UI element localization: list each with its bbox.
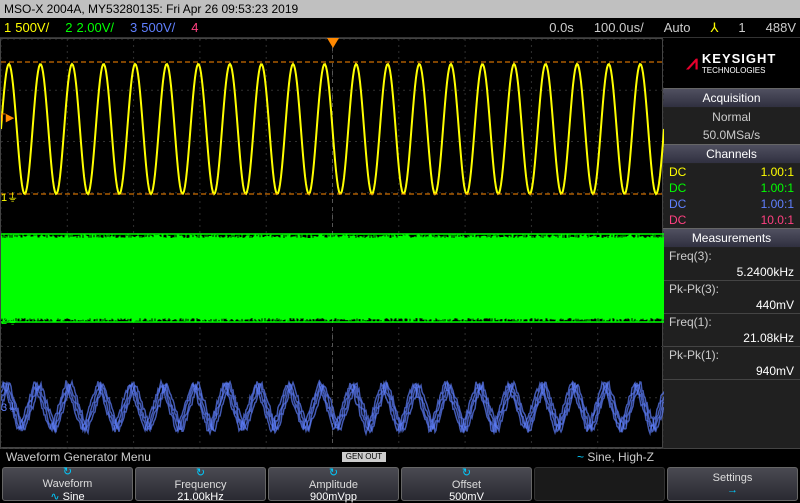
svg-text:T▶: T▶ [1, 112, 15, 124]
svg-text:3⏚: 3⏚ [1, 401, 18, 414]
gen-out-badge: GEN OUT [342, 452, 386, 462]
ch3-num: 3 [130, 20, 137, 35]
ch2-scale: 2.00V/ [76, 20, 114, 35]
svg-text:2⏚: 2⏚ [1, 314, 18, 327]
measurement-row: Pk-Pk(1):940mV [663, 347, 800, 379]
run-mode: Auto [664, 20, 691, 35]
svg-text:1⏚: 1⏚ [1, 191, 18, 204]
trigger-position-marker [327, 38, 339, 48]
channels-header: Channels [663, 144, 800, 164]
channel-row: DC10.0:1 [663, 212, 800, 228]
measurements-header: Measurements [663, 228, 800, 248]
wavegen-mode: Sine, High-Z [587, 450, 654, 464]
waveform-svg: 1⏚ T▶ 2⏚ 3⏚ [1, 39, 664, 449]
time-scale: 100.0us/ [594, 20, 644, 35]
channel-row: DC1.00:1 [663, 180, 800, 196]
ch2-num: 2 [65, 20, 72, 35]
trigger-ch: 1 [738, 20, 745, 35]
device-info-bar: MSO-X 2004A, MY53280135: Fri Apr 26 09:5… [0, 0, 800, 18]
brand-logo: ⩘ KEYSIGHT TECHNOLOGIES [663, 38, 800, 88]
brand-name: KEYSIGHT [702, 51, 776, 66]
channel-row: DC1.00:1 [663, 196, 800, 212]
side-panel: ⩘ KEYSIGHT TECHNOLOGIES Acquisition Norm… [663, 38, 800, 448]
ch3-scale: 500V/ [141, 20, 175, 35]
acquisition-mode: Normal [663, 108, 800, 126]
device-model-text: MSO-X 2004A, MY53280135: Fri Apr 26 09:5… [4, 2, 298, 16]
channels-list: DC1.00:1DC1.00:1DC1.00:1DC10.0:1 [663, 164, 800, 228]
waveform-display[interactable]: 1⏚ T▶ 2⏚ 3⏚ [0, 38, 663, 448]
ch1-scale: 500V/ [15, 20, 49, 35]
channel-scale-bar: 1 500V/ 2 2.00V/ 3 500V/ 4 0.0s 100.0us/… [0, 18, 800, 38]
measurements-list: Freq(3):5.2400kHzPk-Pk(3):440mVFreq(1):2… [663, 248, 800, 448]
softkey-empty [534, 467, 665, 501]
ch1-num: 1 [4, 20, 11, 35]
status-bar: Waveform Generator Menu GEN OUT ~ Sine, … [0, 448, 800, 465]
softkey-settings[interactable]: Settings → [667, 467, 798, 501]
measurement-row: Pk-Pk(3):440mV [663, 281, 800, 313]
measurement-row: Freq(1):21.08kHz [663, 314, 800, 346]
ch4-num: 4 [191, 20, 198, 35]
trigger-level: 488V [766, 20, 796, 35]
menu-title: Waveform Generator Menu [6, 450, 151, 464]
softkey-bar: ↻ Waveform ∿ Sine ↻ Frequency 21.00kHz ↻… [0, 465, 800, 503]
channel-row: DC1.00:1 [663, 164, 800, 180]
softkey-frequency[interactable]: ↻ Frequency 21.00kHz [135, 467, 266, 501]
measurement-row: Freq(3):5.2400kHz [663, 248, 800, 280]
brand-sub: TECHNOLOGIES [702, 66, 776, 75]
time-delay: 0.0s [549, 20, 574, 35]
softkey-waveform[interactable]: ↻ Waveform ∿ Sine [2, 467, 133, 501]
acquisition-rate: 50.0MSa/s [663, 126, 800, 144]
keysight-mark-icon: ⩘ [687, 52, 698, 75]
timebase-info: 0.0s 100.0us/ Auto ⅄ 1 488V [549, 20, 796, 36]
acquisition-header: Acquisition [663, 88, 800, 108]
softkey-amplitude[interactable]: ↻ Amplitude 900mVpp [268, 467, 399, 501]
softkey-offset[interactable]: ↻ Offset 500mV [401, 467, 532, 501]
